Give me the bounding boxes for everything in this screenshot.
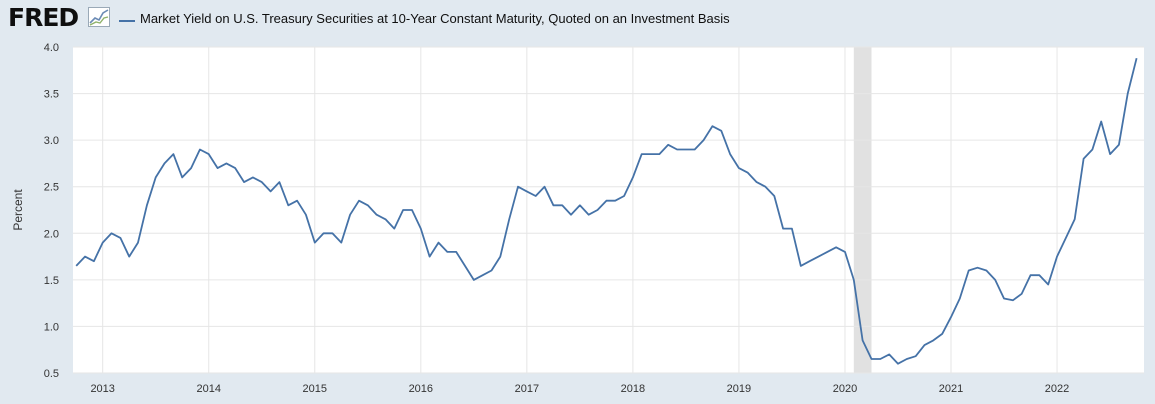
x-tick-label: 2015 <box>303 383 327 395</box>
y-tick-label: 3.5 <box>44 89 59 101</box>
x-tick-label: 2018 <box>621 383 645 395</box>
fred-logo-graph-icon <box>88 7 110 27</box>
y-axis-tick-labels: 0.5 1.0 1.5 2.0 2.5 3.0 3.5 4.0 <box>44 42 59 380</box>
fred-logo[interactable]: FRED <box>8 3 79 32</box>
x-tick-label: 2019 <box>727 383 751 395</box>
x-tick-label: 2014 <box>196 383 220 395</box>
y-tick-label: 4.0 <box>44 42 59 54</box>
y-axis-label: Percent <box>11 189 25 231</box>
header: FRED Market Yield on U.S. Treasury Secur… <box>0 0 1155 40</box>
recession-shading-group <box>853 47 872 373</box>
x-tick-label: 2017 <box>515 383 539 395</box>
y-tick-label: 1.5 <box>44 275 59 287</box>
series-lines <box>75 57 1138 365</box>
series-line-0[interactable] <box>75 57 1138 365</box>
plot-area <box>73 47 1144 373</box>
y-tick-label: 3.0 <box>44 135 59 147</box>
legend-series-label[interactable]: Market Yield on U.S. Treasury Securities… <box>140 11 730 26</box>
x-tick-label: 2020 <box>833 383 857 395</box>
y-tick-label: 0.5 <box>44 368 59 380</box>
y-tick-label: 1.0 <box>44 321 59 333</box>
x-tick-label: 2022 <box>1045 383 1069 395</box>
recession-shading <box>853 47 872 373</box>
y-tick-label: 2.5 <box>44 182 59 194</box>
x-tick-label: 2021 <box>939 383 963 395</box>
x-tick-label: 2013 <box>90 383 114 395</box>
y-tick-label: 2.0 <box>44 228 59 240</box>
x-tick-label: 2016 <box>409 383 433 395</box>
legend-series-swatch <box>119 20 135 22</box>
x-axis-tick-labels: 2013 2014 2015 2016 2017 2018 2019 2020 2021 2022 <box>90 383 1069 395</box>
